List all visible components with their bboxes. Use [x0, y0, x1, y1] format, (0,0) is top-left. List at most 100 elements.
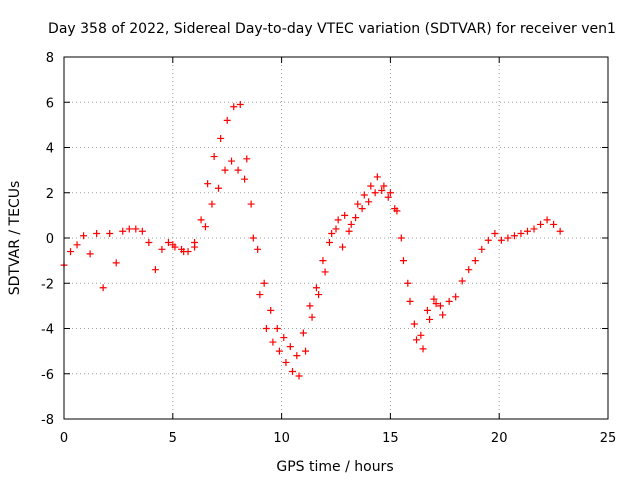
data-point — [308, 313, 316, 321]
data-point — [249, 234, 257, 242]
data-point — [497, 236, 505, 244]
data-point — [236, 101, 244, 109]
data-point — [397, 234, 405, 242]
data-point — [73, 241, 81, 249]
y-tick-label: -8 — [41, 413, 54, 428]
data-point — [151, 266, 159, 274]
data-point — [214, 184, 222, 192]
data-point — [404, 279, 412, 287]
data-point — [384, 193, 392, 201]
data-point — [221, 166, 229, 174]
data-point — [484, 236, 492, 244]
data-point — [523, 227, 531, 235]
data-point — [378, 186, 386, 194]
chart-title: Day 358 of 2022, Sidereal Day-to-day VTE… — [48, 21, 616, 37]
y-tick-label: -6 — [41, 368, 54, 383]
data-point — [201, 223, 209, 231]
y-tick-label: 4 — [46, 142, 54, 157]
data-point — [299, 329, 307, 337]
data-point — [247, 200, 255, 208]
data-point — [180, 248, 188, 256]
data-point — [125, 225, 133, 233]
data-point — [306, 302, 314, 310]
data-point — [164, 239, 172, 247]
data-point — [325, 239, 333, 247]
data-point — [302, 347, 310, 355]
data-point — [530, 225, 538, 233]
data-point — [315, 291, 323, 299]
data-point — [197, 216, 205, 224]
x-tick-label: 10 — [273, 431, 290, 446]
series-ven1 — [60, 101, 564, 380]
data-point — [504, 234, 512, 242]
data-point — [436, 302, 444, 310]
y-tick-label: 2 — [46, 187, 54, 202]
data-point — [93, 229, 101, 237]
data-point — [262, 325, 270, 332]
data-point — [439, 311, 447, 319]
x-tick-label: 20 — [491, 431, 508, 446]
data-point — [471, 257, 479, 265]
data-point — [256, 291, 264, 299]
data-point — [210, 153, 218, 161]
data-point — [556, 227, 564, 235]
grid — [64, 57, 608, 419]
series-ven1-b — [169, 157, 444, 360]
data-point — [223, 116, 231, 124]
data-point — [347, 220, 355, 228]
data-point — [491, 229, 499, 237]
data-point — [112, 259, 120, 267]
x-axis-ticks: 0 5 10 15 20 25 — [60, 57, 616, 446]
x-tick-label: 15 — [382, 431, 399, 446]
data-point — [234, 166, 242, 174]
data-point — [399, 257, 407, 265]
data-point — [360, 191, 368, 199]
data-point — [243, 155, 251, 163]
data-point — [328, 229, 336, 237]
data-point — [269, 338, 277, 346]
data-point — [517, 229, 525, 237]
data-point — [106, 229, 114, 237]
y-axis-label: SDTVAR / TECUs — [7, 181, 23, 296]
data-point — [204, 180, 212, 188]
data-point — [419, 345, 427, 353]
data-point — [478, 245, 486, 253]
data-point — [537, 220, 545, 228]
data-point — [345, 227, 353, 235]
data-point — [465, 266, 473, 274]
y-tick-label: 8 — [46, 51, 54, 66]
data-point — [510, 232, 518, 240]
data-point — [334, 216, 342, 224]
data-point — [445, 297, 453, 305]
data-point — [339, 243, 347, 251]
data-point — [132, 225, 140, 233]
x-tick-label: 0 — [60, 431, 68, 446]
data-point — [267, 306, 275, 314]
data-point — [282, 358, 290, 366]
data-point — [321, 268, 329, 276]
data-point — [380, 182, 388, 190]
data-point — [371, 189, 379, 197]
x-tick-label: 25 — [600, 431, 617, 446]
data-point — [138, 227, 146, 235]
x-tick-label: 5 — [169, 431, 177, 446]
data-point — [228, 157, 236, 165]
y-tick-label: -4 — [41, 323, 54, 338]
data-point — [341, 211, 349, 219]
data-point — [410, 320, 418, 328]
data-point — [423, 306, 431, 314]
data-point — [230, 103, 238, 111]
data-point — [295, 372, 303, 380]
y-tick-label: -2 — [41, 277, 54, 292]
data-point — [550, 220, 558, 228]
data-point — [312, 284, 320, 292]
data-point — [373, 173, 381, 181]
data-point — [293, 352, 301, 360]
x-axis-label: GPS time / hours — [276, 459, 393, 475]
data-point — [365, 198, 373, 206]
data-point — [208, 200, 216, 208]
data-point — [367, 182, 375, 190]
data-point — [169, 241, 177, 249]
data-point — [413, 336, 421, 344]
